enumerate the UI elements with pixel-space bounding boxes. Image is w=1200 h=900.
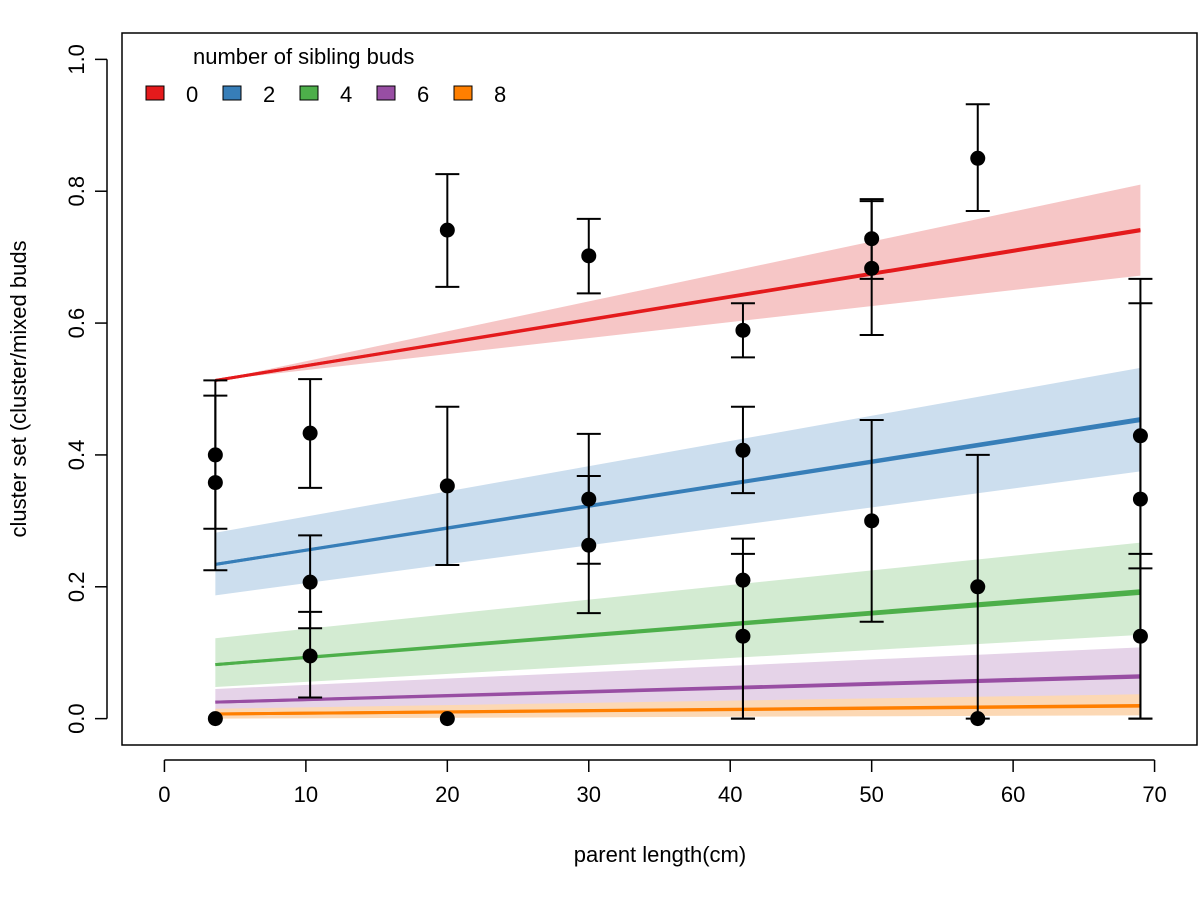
legend-swatch xyxy=(145,85,165,101)
data-point-4 xyxy=(302,574,318,590)
plot-frame xyxy=(121,32,1198,746)
x-axis: 0 10 20 30 40 50 60 70 xyxy=(158,759,1167,807)
fit-line-2-alt xyxy=(215,419,1141,566)
data-point-9 xyxy=(581,248,597,264)
x-tick-label-0: 0 xyxy=(158,782,170,807)
legend-entry-0: 0 xyxy=(145,82,198,107)
legend-swatch xyxy=(222,85,242,101)
y-axis-title: cluster set (cluster/mixed buds xyxy=(6,240,31,537)
x-tick-label-4: 40 xyxy=(718,782,742,807)
fit-line-6-alt xyxy=(215,675,1141,704)
data-point-0 xyxy=(207,447,223,463)
legend-swatch xyxy=(299,85,319,101)
data-point-18 xyxy=(864,513,880,529)
legend-entry-4: 4 xyxy=(299,82,352,107)
data-point-1 xyxy=(207,475,223,491)
y-tick-label-1: 0.2 xyxy=(64,571,89,602)
y-tick-label-3: 0.6 xyxy=(64,308,89,339)
legend-label: 4 xyxy=(340,82,352,107)
confidence-bands xyxy=(215,184,1141,719)
data-point-14 xyxy=(735,572,751,588)
data-point-10 xyxy=(581,491,597,507)
x-tick-label-1: 10 xyxy=(294,782,318,807)
data-point-22 xyxy=(1132,428,1148,444)
legend-entry-8: 8 xyxy=(453,82,506,107)
x-tick-label-7: 70 xyxy=(1142,782,1166,807)
legend-label: 6 xyxy=(417,82,429,107)
data-point-7 xyxy=(439,478,455,494)
y-tick-label-0: 0.0 xyxy=(64,703,89,734)
data-point-12 xyxy=(735,322,751,338)
data-point-5 xyxy=(302,648,318,664)
legend-entry-2: 2 xyxy=(222,82,275,107)
legend-swatch xyxy=(453,85,473,101)
legend-swatch xyxy=(376,85,396,101)
y-tick-label-2: 0.4 xyxy=(64,440,89,471)
x-tick-label-5: 50 xyxy=(859,782,883,807)
y-tick-label-4: 0.8 xyxy=(64,176,89,207)
data-point-23 xyxy=(1132,491,1148,507)
confidence-band-4 xyxy=(215,542,1141,687)
legend-label: 0 xyxy=(186,82,198,107)
x-axis-title: parent length(cm) xyxy=(574,842,746,867)
data-point-15 xyxy=(735,628,751,644)
data-point-8 xyxy=(439,711,455,727)
data-point-6 xyxy=(439,222,455,238)
legend-label: 8 xyxy=(494,82,506,107)
legend: number of sibling buds 0 2 4 6 8 xyxy=(145,44,506,107)
fit-lines xyxy=(215,227,1141,716)
legend-entry-6: 6 xyxy=(376,82,429,107)
data-point-2 xyxy=(207,711,223,727)
data-point-24 xyxy=(1132,628,1148,644)
fit-line-4-alt xyxy=(215,591,1141,667)
data-points xyxy=(207,150,1148,727)
fit-line-8-alt xyxy=(215,704,1141,716)
y-tick-label-5: 1.0 xyxy=(64,44,89,75)
data-point-3 xyxy=(302,425,318,441)
data-point-20 xyxy=(970,579,986,595)
x-tick-label-3: 30 xyxy=(577,782,601,807)
data-point-11 xyxy=(581,537,597,553)
data-point-17 xyxy=(864,260,880,276)
y-axis: 0.0 0.2 0.4 0.6 0.8 1.0 xyxy=(64,44,108,734)
x-tick-label-2: 20 xyxy=(435,782,459,807)
legend-label: 2 xyxy=(263,82,275,107)
legend-title: number of sibling buds xyxy=(193,44,414,69)
x-tick-label-6: 60 xyxy=(1001,782,1025,807)
error-bar-15 xyxy=(730,537,755,720)
legend-entries: 0 2 4 6 8 xyxy=(145,82,506,107)
data-point-13 xyxy=(735,442,751,458)
data-point-21 xyxy=(970,711,986,727)
confidence-band-0 xyxy=(215,184,1141,381)
data-point-16 xyxy=(864,231,880,247)
data-point-19 xyxy=(970,150,986,166)
fit-line-0-alt xyxy=(215,229,1141,382)
